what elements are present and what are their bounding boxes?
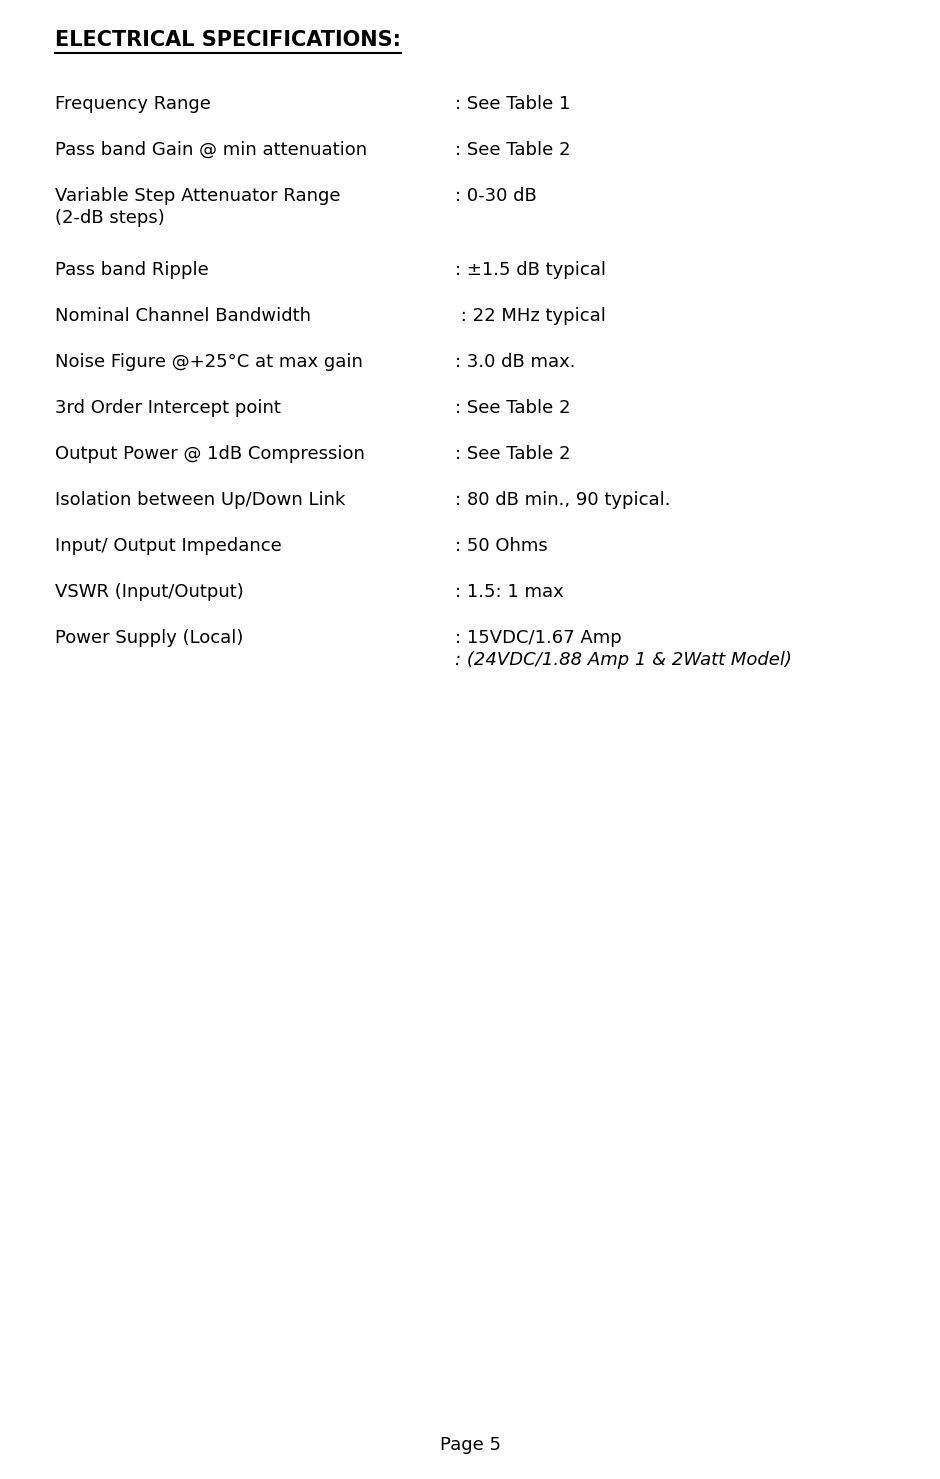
Text: Input/ Output Impedance: Input/ Output Impedance [55, 537, 282, 555]
Text: Pass band Gain @ min attenuation: Pass band Gain @ min attenuation [55, 141, 368, 160]
Text: Output Power @ 1dB Compression: Output Power @ 1dB Compression [55, 445, 365, 463]
Text: : 50 Ohms: : 50 Ohms [455, 537, 548, 555]
Text: Power Supply (Local): Power Supply (Local) [55, 629, 243, 646]
Text: 3rd Order Intercept point: 3rd Order Intercept point [55, 399, 281, 417]
Text: : See Table 1: : See Table 1 [455, 95, 571, 112]
Text: Variable Step Attenuator Range: Variable Step Attenuator Range [55, 186, 340, 206]
Text: Nominal Channel Bandwidth: Nominal Channel Bandwidth [55, 308, 311, 325]
Text: Noise Figure @+25°C at max gain: Noise Figure @+25°C at max gain [55, 353, 363, 371]
Text: ELECTRICAL SPECIFICATIONS:: ELECTRICAL SPECIFICATIONS: [55, 30, 401, 50]
Text: : 15VDC/1.67 Amp: : 15VDC/1.67 Amp [455, 629, 621, 646]
Text: : ±1.5 dB typical: : ±1.5 dB typical [455, 260, 606, 280]
Text: : 22 MHz typical: : 22 MHz typical [455, 308, 606, 325]
Text: VSWR (Input/Output): VSWR (Input/Output) [55, 583, 243, 600]
Text: : 3.0 dB max.: : 3.0 dB max. [455, 353, 575, 371]
Text: Frequency Range: Frequency Range [55, 95, 211, 112]
Text: : See Table 2: : See Table 2 [455, 399, 571, 417]
Text: Page 5: Page 5 [440, 1436, 500, 1454]
Text: : 80 dB min., 90 typical.: : 80 dB min., 90 typical. [455, 491, 670, 509]
Text: Isolation between Up/Down Link: Isolation between Up/Down Link [55, 491, 345, 509]
Text: : (24VDC/1.88 Amp 1 & 2Watt Model): : (24VDC/1.88 Amp 1 & 2Watt Model) [455, 651, 791, 669]
Text: : See Table 2: : See Table 2 [455, 141, 571, 160]
Text: : See Table 2: : See Table 2 [455, 445, 571, 463]
Text: (2-dB steps): (2-dB steps) [55, 209, 164, 226]
Text: : 1.5: 1 max: : 1.5: 1 max [455, 583, 564, 600]
Text: Pass band Ripple: Pass band Ripple [55, 260, 209, 280]
Text: : 0-30 dB: : 0-30 dB [455, 186, 537, 206]
